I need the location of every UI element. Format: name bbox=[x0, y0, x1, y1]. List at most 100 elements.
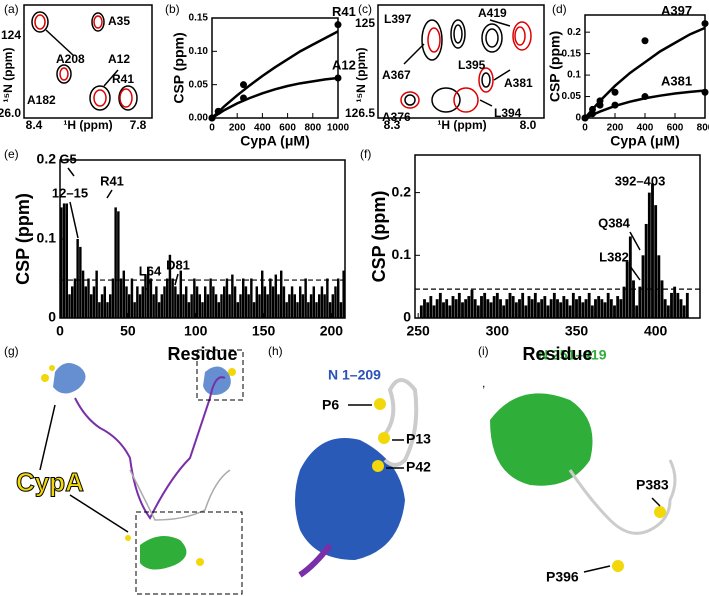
bar bbox=[206, 294, 210, 318]
bar bbox=[122, 270, 126, 318]
axis-label: ¹⁵N (ppm) bbox=[1, 48, 15, 103]
annotation-arrow bbox=[106, 189, 113, 199]
bar bbox=[136, 286, 139, 318]
x-tick-label: 300 bbox=[486, 323, 510, 339]
arrows bbox=[403, 19, 511, 107]
bar bbox=[562, 296, 566, 318]
bar bbox=[65, 203, 69, 318]
bar bbox=[489, 302, 493, 318]
bar bbox=[152, 294, 155, 318]
bar bbox=[214, 294, 218, 318]
bar bbox=[274, 274, 278, 318]
bar bbox=[546, 305, 550, 318]
bar bbox=[651, 183, 654, 318]
data-point bbox=[214, 107, 222, 115]
bar bbox=[236, 302, 240, 318]
bar bbox=[133, 302, 136, 318]
bar bbox=[320, 286, 324, 318]
bar bbox=[432, 305, 436, 318]
bar bbox=[149, 278, 153, 318]
bar bbox=[138, 294, 142, 318]
bar bbox=[451, 296, 455, 318]
bar bbox=[323, 294, 326, 318]
axis-label: ¹⁵N (ppm) bbox=[354, 48, 368, 103]
peak-label: A381 bbox=[504, 76, 533, 90]
bar bbox=[98, 302, 101, 318]
series-label: A12 bbox=[332, 57, 356, 72]
bar bbox=[483, 292, 487, 318]
bar bbox=[222, 286, 226, 318]
y-tick-label: 0.10 bbox=[189, 46, 209, 57]
bar bbox=[282, 286, 286, 318]
bar bbox=[476, 305, 480, 318]
bar bbox=[638, 286, 642, 318]
bar bbox=[130, 278, 134, 318]
bar bbox=[168, 254, 172, 318]
bar bbox=[309, 294, 313, 318]
bar bbox=[252, 302, 256, 318]
bar bbox=[518, 299, 521, 318]
tick-label: 124 bbox=[1, 28, 21, 42]
bar bbox=[217, 302, 221, 318]
bar bbox=[279, 270, 283, 318]
bar bbox=[657, 255, 661, 318]
data-point bbox=[641, 37, 649, 45]
peak-label: A35 bbox=[108, 14, 130, 28]
x-axis-title: CypA (μM) bbox=[240, 133, 309, 149]
bar bbox=[505, 299, 509, 318]
bar bbox=[187, 302, 191, 318]
x-tick-label: 600 bbox=[667, 123, 684, 134]
bar bbox=[635, 305, 639, 318]
bar bbox=[119, 278, 123, 318]
panel-label: (e) bbox=[4, 147, 19, 161]
bar bbox=[457, 292, 461, 318]
x-axis-title: Residue bbox=[522, 344, 592, 364]
bar bbox=[73, 278, 77, 318]
bar bbox=[559, 302, 563, 318]
bar bbox=[682, 305, 686, 318]
bar bbox=[628, 236, 632, 318]
y-tick-label: 0.15 bbox=[562, 48, 582, 59]
annotation: D81 bbox=[166, 257, 190, 272]
bar bbox=[117, 211, 120, 318]
bar bbox=[160, 294, 164, 318]
bar bbox=[114, 207, 117, 318]
x-tick-label: 250 bbox=[406, 323, 430, 339]
bar bbox=[676, 292, 680, 318]
bar bbox=[461, 302, 464, 318]
bar bbox=[103, 286, 107, 318]
bar bbox=[233, 286, 237, 318]
bar bbox=[201, 302, 204, 318]
tick-label: 8.3 bbox=[384, 118, 401, 132]
bar bbox=[647, 192, 651, 318]
y-tick-label: 0.1 bbox=[392, 246, 412, 262]
contours bbox=[400, 19, 532, 113]
bar bbox=[255, 286, 259, 318]
data-point bbox=[589, 110, 596, 118]
bar bbox=[179, 270, 183, 318]
bar bbox=[89, 294, 93, 318]
data-point bbox=[240, 94, 247, 102]
peak-label: L394 bbox=[494, 106, 522, 120]
bar bbox=[203, 286, 207, 318]
peak-label: A208 bbox=[56, 52, 85, 66]
bar bbox=[619, 299, 623, 318]
annotation: L64 bbox=[139, 263, 162, 278]
y-tick-label: 0.2 bbox=[392, 183, 412, 199]
y-tick-label: 0.15 bbox=[189, 13, 209, 24]
peak-label: A182 bbox=[27, 93, 56, 107]
bar bbox=[111, 278, 115, 318]
x-tick-label: 1000 bbox=[327, 123, 350, 134]
axis-label: ¹H (ppm) bbox=[437, 118, 486, 132]
y-axis-title: CSP (ppm) bbox=[171, 32, 187, 103]
bar bbox=[537, 302, 540, 318]
x-tick-label: 800 bbox=[697, 123, 709, 134]
domain-title: N 251–419 bbox=[538, 347, 607, 363]
bar bbox=[315, 302, 318, 318]
structure-h bbox=[295, 378, 419, 578]
contours bbox=[31, 11, 138, 111]
bar bbox=[326, 278, 329, 318]
bar bbox=[269, 278, 272, 318]
bar bbox=[62, 203, 66, 318]
bar bbox=[486, 299, 490, 318]
